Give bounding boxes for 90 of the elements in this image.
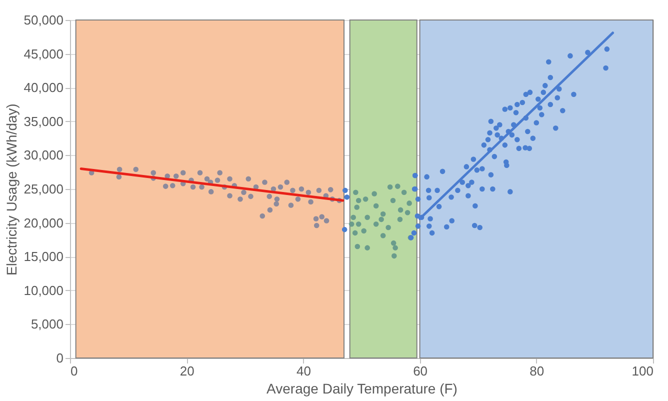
point [328, 187, 334, 192]
point [353, 190, 358, 196]
point [386, 224, 391, 230]
x-tick-label: 100 [632, 364, 654, 378]
point [274, 201, 280, 207]
point [350, 214, 356, 220]
point [238, 196, 243, 202]
point [387, 184, 393, 190]
point [352, 230, 358, 236]
point [395, 184, 400, 189]
point [397, 216, 403, 222]
point [324, 218, 330, 224]
point [208, 189, 214, 194]
point [278, 184, 284, 190]
x-tick-label: 80 [530, 364, 544, 378]
point [197, 170, 203, 176]
point [361, 228, 366, 234]
point [392, 245, 398, 250]
point [390, 198, 396, 204]
point [316, 188, 322, 193]
point [204, 176, 210, 182]
point [262, 180, 268, 185]
y-tick-label: 15,000 [24, 249, 64, 264]
x-tick-label: 0 [70, 364, 78, 378]
point [356, 222, 362, 227]
point [116, 174, 122, 180]
y-tick-label: 40,000 [24, 80, 64, 96]
point [150, 170, 156, 176]
point [364, 245, 370, 250]
point [364, 214, 370, 220]
point [295, 196, 301, 202]
point [356, 198, 362, 204]
point [173, 174, 179, 179]
y-tick-label: 0 [56, 350, 64, 366]
point [290, 188, 296, 193]
point [348, 222, 354, 227]
point [378, 216, 384, 222]
point [274, 196, 280, 202]
x-axis-title: Average Daily Temperature (F) [266, 380, 458, 396]
point [373, 222, 379, 227]
point [362, 196, 368, 202]
x-tick-label: 40 [296, 364, 311, 378]
y-tick-label: 20,000 [24, 215, 64, 230]
y-tick-label: 30,000 [24, 148, 64, 163]
point [380, 211, 386, 217]
y-tick-label: 10,000 [24, 282, 64, 298]
point [199, 184, 204, 190]
point [170, 182, 176, 188]
point [314, 222, 320, 228]
point [227, 176, 232, 182]
point [227, 193, 232, 198]
point [306, 190, 312, 196]
y-tick-label: 35,000 [24, 114, 64, 129]
point [354, 204, 360, 210]
point [217, 170, 222, 176]
point [266, 194, 272, 200]
point [319, 214, 324, 220]
x-tick-label: 20 [180, 364, 194, 378]
point [246, 176, 252, 182]
point [248, 194, 254, 200]
point [354, 244, 360, 250]
point [373, 203, 379, 209]
point [380, 233, 386, 238]
point [313, 216, 319, 222]
point [398, 207, 404, 213]
point [390, 240, 396, 246]
point [116, 166, 122, 172]
point [401, 190, 407, 196]
point [260, 213, 266, 219]
y-tick-label: 5,000 [30, 316, 64, 332]
point [288, 202, 294, 208]
y-tick-label: 45,000 [24, 46, 64, 62]
point [392, 253, 397, 259]
point [190, 184, 196, 190]
point [162, 184, 168, 189]
point [267, 207, 273, 213]
y-axis-title: Electricity Usage (kWh/day) [4, 104, 20, 276]
point [241, 190, 246, 196]
point [298, 186, 304, 192]
point [214, 178, 220, 183]
point [284, 180, 290, 185]
point [404, 210, 410, 216]
point [372, 191, 377, 196]
y-tick-label: 25,000 [24, 182, 64, 196]
point [406, 200, 412, 206]
y-tick-label: 50,000 [24, 12, 64, 28]
point [133, 166, 139, 172]
point [308, 199, 314, 204]
x-tick-label: 60 [413, 364, 428, 378]
point [180, 170, 186, 176]
